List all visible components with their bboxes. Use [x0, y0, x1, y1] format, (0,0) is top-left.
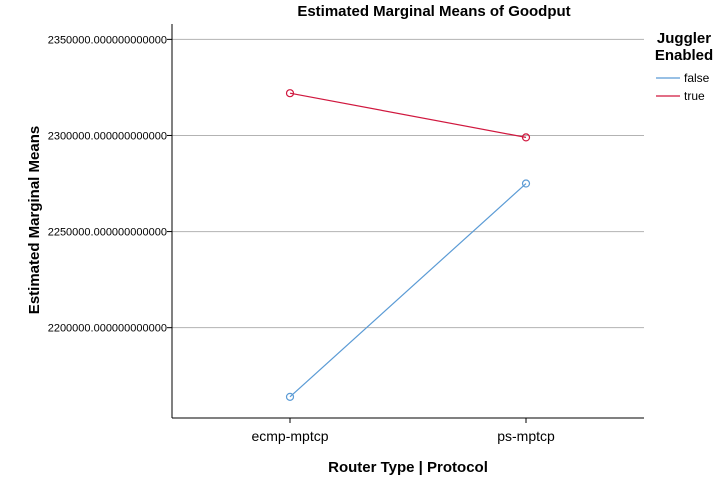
- data-point-true: [285, 89, 295, 98]
- legend-label-false: false: [684, 71, 710, 85]
- data-point-true: [521, 133, 531, 142]
- legend-label-true: true: [684, 89, 705, 103]
- y-axis-title: Estimated Marginal Means: [26, 126, 43, 314]
- chart-title: Estimated Marginal Means of Goodput: [297, 3, 570, 20]
- series-line-true: [289, 92, 527, 138]
- gridlines: [172, 38, 644, 329]
- y-tick-label: 2300000.000000000000: [48, 130, 167, 142]
- y-tick-label: 2250000.000000000000: [48, 227, 167, 239]
- data-point-false: [285, 392, 295, 401]
- data-point-false: [521, 179, 531, 188]
- legend: Juggler Enabled false true: [655, 30, 713, 103]
- y-tick-label: 2350000.000000000000: [48, 34, 167, 46]
- y-tick-label: 2200000.000000000000: [48, 323, 167, 335]
- series-lines: [285, 89, 531, 401]
- x-tick-label: ps-mptcp: [497, 428, 555, 444]
- legend-title-line-2: Enabled: [655, 47, 713, 64]
- series-line-false: [289, 183, 527, 398]
- legend-items: false true: [656, 71, 710, 103]
- x-tick-label: ecmp-mptcp: [251, 428, 328, 444]
- y-tick-labels: 2200000.000000000000 2250000.000000000000…: [48, 34, 172, 335]
- legend-title-line-1: Juggler: [657, 30, 711, 47]
- x-tick-labels: ecmp-mptcp ps-mptcp: [251, 418, 555, 444]
- x-axis-title: Router Type | Protocol: [328, 459, 488, 476]
